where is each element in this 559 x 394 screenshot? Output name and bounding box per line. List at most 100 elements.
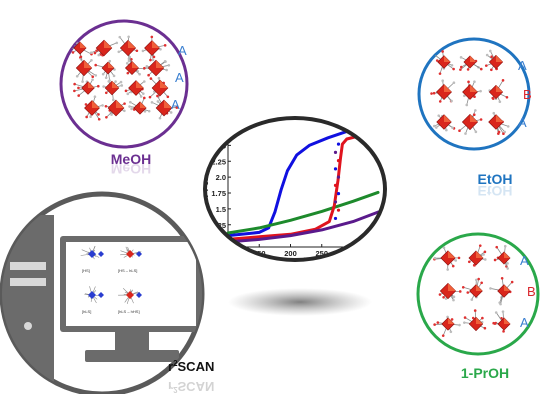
- etoh-atom: [459, 68, 462, 71]
- meoh-atom: [96, 84, 100, 88]
- meoh-atom: [141, 49, 145, 53]
- meoh-octahedron-face: [112, 81, 119, 88]
- etoh-structure-panel: A B A: [417, 37, 532, 151]
- meoh-layer-label-2: A: [175, 70, 184, 85]
- meoh-atom: [125, 61, 129, 65]
- meoh-atom: [124, 89, 128, 93]
- meoh-octahedron-face: [92, 100, 100, 108]
- chart-transition-marker: [336, 192, 341, 196]
- meoh-atom: [126, 92, 130, 96]
- meoh-atom: [69, 43, 73, 46]
- etoh-atom: [484, 64, 488, 67]
- meoh-atom: [110, 113, 113, 116]
- chart-data-point: [376, 131, 380, 134]
- meoh-atom: [138, 72, 141, 76]
- chart-data-point: [258, 231, 261, 234]
- meoh-atom: [130, 58, 133, 61]
- meoh-atom: [101, 72, 105, 76]
- proh-atom: [470, 298, 474, 301]
- chart-data-point: [295, 153, 298, 157]
- meoh-atom: [139, 95, 143, 98]
- chart-transition-marker: [336, 159, 341, 163]
- etoh-atom: [502, 132, 505, 135]
- etoh-atom: [491, 96, 495, 100]
- proh-structure-panel: A B A: [416, 232, 540, 356]
- proh-atom: [489, 287, 492, 290]
- meoh-atom: [135, 49, 139, 53]
- etoh-atom: [438, 72, 442, 75]
- meoh-atom: [117, 50, 121, 54]
- chart-transition-marker: [333, 150, 338, 154]
- meoh-atom: [104, 76, 108, 80]
- etoh-atom: [435, 59, 439, 62]
- proh-atom: [444, 297, 448, 300]
- proh-atom: [478, 244, 482, 247]
- etoh-octahedron-face: [444, 55, 451, 62]
- chart-data-point: [320, 228, 323, 232]
- proh-atom: [449, 330, 453, 334]
- meoh-atom: [94, 74, 98, 77]
- etoh-atom: [459, 65, 463, 69]
- proh-atom: [454, 259, 458, 262]
- proh-atom: [433, 323, 436, 326]
- proh-octahedron-face: [504, 284, 511, 291]
- chart-transition-marker: [336, 208, 341, 212]
- proh-atom: [483, 326, 487, 330]
- meoh-atom: [127, 35, 130, 39]
- etoh-atom: [492, 111, 496, 115]
- etoh-atom: [503, 130, 507, 134]
- etoh-atom: [458, 129, 461, 133]
- proh-atom: [461, 285, 465, 289]
- meoh-atom: [81, 80, 84, 83]
- etoh-layer-label-2: B: [523, 87, 532, 102]
- meoh-atom: [150, 35, 154, 39]
- meoh-atom: [157, 76, 161, 80]
- proh-atom: [506, 262, 509, 265]
- chart-ring: [203, 116, 387, 262]
- proh-octahedron-face: [476, 250, 484, 258]
- proh-octahedron-face: [448, 283, 456, 291]
- screen-molecule-centre: [136, 292, 142, 298]
- etoh-atom: [451, 126, 454, 130]
- etoh-atom: [506, 125, 510, 128]
- meoh-octahedron-face: [84, 60, 92, 68]
- chart-data-point: [333, 204, 336, 207]
- meoh-atom: [123, 102, 126, 105]
- etoh-atom: [452, 67, 455, 71]
- chart-data-point: [336, 179, 340, 182]
- proh-atom: [442, 246, 446, 250]
- etoh-atom: [490, 55, 493, 59]
- etoh-atom: [459, 56, 463, 59]
- etoh-atom: [489, 49, 492, 53]
- meoh-atom: [175, 106, 179, 109]
- chart-data-point: [286, 169, 289, 172]
- meoh-atom: [93, 51, 97, 55]
- etoh-atom: [441, 50, 444, 53]
- meoh-atom: [118, 35, 122, 39]
- etoh-atom: [430, 92, 433, 95]
- proh-crystal-structure: [433, 244, 514, 337]
- etoh-atom: [464, 132, 467, 135]
- etoh-atom: [450, 63, 454, 67]
- chart-transition-marker: [333, 216, 338, 221]
- meoh-octahedron-face: [136, 80, 144, 88]
- proh-atom: [441, 334, 445, 337]
- etoh-atom: [437, 114, 441, 117]
- proh-atom: [480, 281, 483, 285]
- proh-atom: [446, 268, 449, 271]
- meoh-atom: [79, 55, 83, 59]
- meoh-octahedron-face: [160, 80, 168, 88]
- meoh-crystal-structure: [68, 35, 179, 121]
- chart-transition-marker: [333, 200, 338, 204]
- proh-atom: [463, 321, 466, 324]
- screen-molecule-panels: [80, 245, 142, 305]
- chart-x-tick-label: 250: [315, 249, 328, 258]
- proh-atom: [503, 244, 507, 248]
- etoh-atom: [473, 80, 476, 84]
- meoh-atom: [143, 96, 146, 100]
- meoh-atom: [91, 78, 94, 81]
- etoh-layer-label-3: A: [518, 115, 527, 130]
- meoh-atom: [156, 94, 159, 98]
- etoh-atom: [432, 91, 436, 95]
